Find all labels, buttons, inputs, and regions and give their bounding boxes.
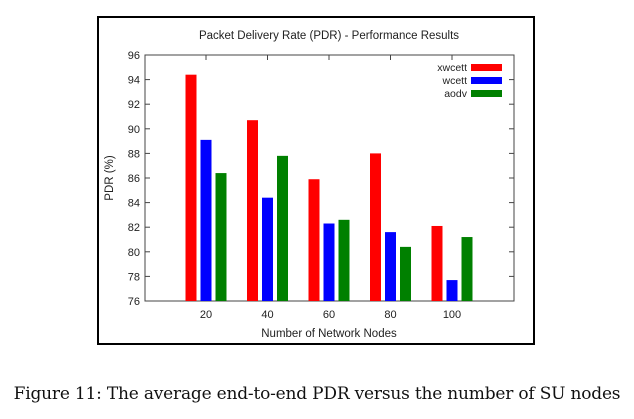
bar-wcett-100	[446, 280, 458, 301]
y-tick-label: 88	[128, 148, 140, 160]
x-tick-label: 60	[323, 309, 335, 321]
bar-xwcett-80	[370, 153, 381, 301]
y-axis: 76 78 80 82 84 86 88 90 92 94 96	[128, 50, 514, 308]
bar-xwcett-20	[185, 74, 197, 302]
bar-xwcett-100	[431, 225, 443, 301]
legend-label: xwcett	[437, 62, 467, 74]
legend-swatch-aodv	[471, 90, 502, 97]
y-tick-label: 94	[128, 75, 140, 87]
y-tick-label: 82	[128, 222, 140, 234]
x-tick-label: 100	[443, 309, 461, 321]
y-tick-label: 76	[128, 296, 140, 308]
bar-aodv-60	[338, 219, 350, 301]
bar-aodv-80	[400, 246, 411, 301]
bar-wcett-40	[262, 197, 273, 301]
x-tick-label: 80	[384, 309, 396, 321]
y-tick-label: 84	[128, 198, 140, 210]
bar-wcett-60	[323, 223, 335, 301]
bar-wcett-20	[200, 139, 212, 301]
bar-aodv-100	[461, 237, 473, 301]
y-tick-label: 80	[128, 247, 140, 259]
bars	[185, 74, 473, 302]
x-axis-label: Number of Network Nodes	[261, 328, 397, 340]
bar-xwcett-60	[308, 179, 320, 301]
legend-label: aodv	[444, 88, 468, 100]
x-tick-label: 20	[200, 309, 212, 321]
bar-xwcett-40	[247, 120, 258, 301]
y-tick-label: 92	[128, 99, 140, 111]
bar-wcett-80	[385, 232, 396, 301]
y-axis-label: PDR (%)	[104, 155, 116, 201]
legend-swatch-wcett	[471, 77, 502, 84]
legend-swatch-xwcett	[471, 64, 502, 71]
x-axis: 20 40 60 80 100	[200, 55, 461, 321]
chart-title: Packet Delivery Rate (PDR) - Performance…	[199, 30, 459, 42]
y-tick-label: 78	[128, 271, 140, 283]
bar-aodv-40	[277, 155, 288, 301]
y-tick-label: 96	[128, 50, 140, 62]
pdr-bar-chart: Packet Delivery Rate (PDR) - Performance…	[104, 30, 515, 340]
y-tick-label: 90	[128, 124, 140, 136]
y-tick-label: 86	[128, 173, 140, 185]
figure-frame	[97, 16, 535, 345]
figure-caption: Figure 11: The average end-to-end PDR ve…	[13, 384, 621, 404]
legend-label: wcett	[441, 75, 467, 87]
x-tick-label: 40	[261, 309, 273, 321]
bar-aodv-20	[215, 173, 227, 301]
